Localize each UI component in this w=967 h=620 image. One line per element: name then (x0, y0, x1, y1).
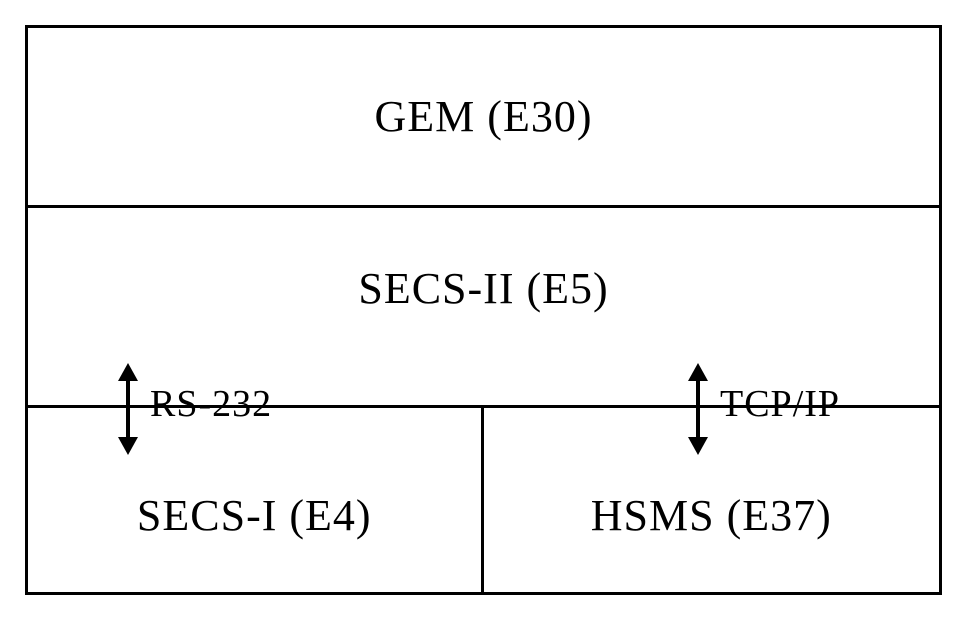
double-arrow-icon (688, 363, 708, 455)
rs232-label: RS-232 (150, 382, 272, 426)
tcpip-label: TCP/IP (720, 382, 840, 426)
layer-gem: GEM (E30) (28, 28, 939, 208)
arrow-rs232: RS-232 (118, 363, 272, 455)
double-arrow-icon (118, 363, 138, 455)
hsms-label: HSMS (E37) (591, 490, 832, 541)
gem-label: GEM (E30) (375, 91, 593, 142)
arrow-tcpip: TCP/IP (688, 363, 840, 455)
secs-i-label: SECS-I (E4) (137, 490, 372, 541)
protocol-stack-diagram: GEM (E30) SECS-II (E5) SECS-I (E4) HSMS … (25, 25, 942, 595)
secs-ii-label: SECS-II (E5) (358, 263, 608, 314)
